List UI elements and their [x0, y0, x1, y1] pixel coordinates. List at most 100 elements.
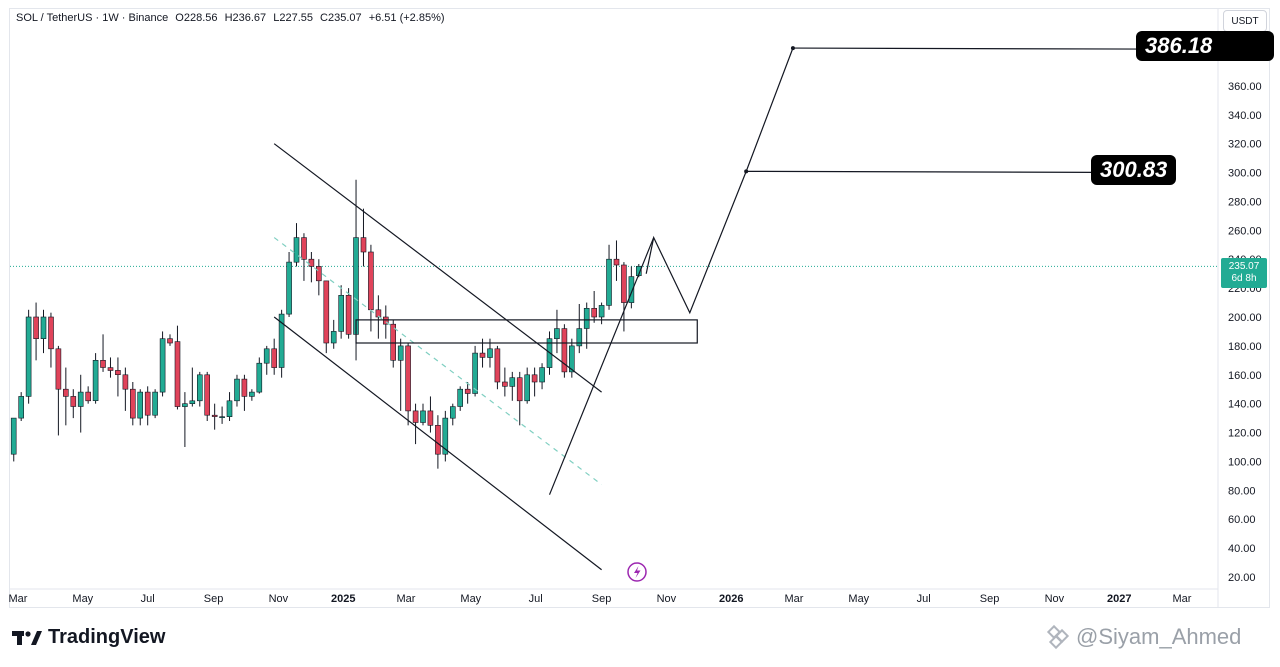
candle-down[interactable] [375, 309, 382, 318]
candle-down[interactable] [174, 341, 181, 407]
candle-up[interactable] [583, 307, 590, 329]
candle-up[interactable] [397, 345, 404, 361]
candle-up[interactable] [92, 359, 99, 401]
y-tick-label: 80.00 [1228, 485, 1256, 497]
candle-down[interactable] [502, 381, 508, 387]
candle-up[interactable] [338, 294, 345, 332]
candle-up[interactable] [449, 406, 456, 419]
candle-down[interactable] [48, 316, 54, 350]
candle-down[interactable] [122, 374, 129, 390]
candle-up[interactable] [509, 377, 516, 387]
candle-up[interactable] [226, 400, 233, 417]
candle-down[interactable] [315, 266, 322, 282]
candle-down[interactable] [479, 352, 486, 358]
candle-down[interactable] [211, 414, 218, 417]
candle-down[interactable] [55, 348, 62, 390]
candle-down[interactable] [70, 396, 77, 407]
support-trendline[interactable] [548, 237, 655, 495]
candle-down[interactable] [382, 316, 389, 325]
candle-down[interactable] [115, 370, 121, 375]
target-line-1[interactable] [746, 170, 1096, 173]
candle-down[interactable] [621, 264, 627, 303]
candle-up[interactable] [263, 348, 270, 364]
candle-up[interactable] [539, 367, 545, 383]
candle-up[interactable] [286, 261, 292, 315]
candle-down[interactable] [613, 258, 620, 266]
candle-down[interactable] [360, 237, 367, 253]
candle-down[interactable] [204, 374, 210, 416]
candle-up[interactable] [152, 391, 158, 416]
candle-down[interactable] [130, 388, 136, 419]
candle-down[interactable] [494, 348, 501, 383]
candle-up[interactable] [442, 417, 449, 455]
candle-up[interactable] [219, 416, 225, 419]
candle-up[interactable] [25, 316, 32, 397]
candle-down[interactable] [531, 374, 538, 383]
candle-down[interactable] [144, 391, 151, 416]
candle-up[interactable] [256, 362, 263, 393]
candle-down[interactable] [323, 280, 330, 344]
candle-up[interactable] [420, 410, 426, 423]
x-tick-label: Mar [397, 593, 416, 605]
candle-down[interactable] [271, 348, 278, 368]
candle-down[interactable] [368, 251, 374, 311]
candle-down[interactable] [427, 410, 434, 426]
channel-upper-line[interactable] [273, 143, 602, 393]
candle-up[interactable] [137, 391, 143, 419]
candle-down[interactable] [301, 237, 307, 260]
candle-up[interactable] [628, 276, 635, 303]
projection-path[interactable] [645, 47, 794, 315]
channel-mid-line[interactable] [273, 237, 602, 486]
candle-up[interactable] [249, 391, 255, 397]
candle-down[interactable] [241, 378, 248, 397]
candle-up[interactable] [487, 348, 493, 358]
candle-up[interactable] [197, 374, 203, 402]
candle-up[interactable] [293, 237, 300, 263]
candle-up[interactable] [10, 417, 17, 455]
symbol-name[interactable]: SOL / TetherUS · 1W · Binance [16, 12, 169, 24]
currency-button[interactable]: USDT [1223, 10, 1267, 32]
candle-down[interactable] [390, 323, 397, 361]
candle-up[interactable] [598, 305, 605, 318]
channel-lower-line[interactable] [273, 316, 602, 571]
candle-down[interactable] [591, 307, 598, 318]
candle-up[interactable] [189, 400, 196, 404]
candle-up[interactable] [524, 374, 531, 402]
candle-up[interactable] [159, 338, 166, 393]
candle-down[interactable] [85, 391, 91, 402]
candle-down[interactable] [107, 367, 114, 371]
tradingview-logo[interactable]: TradingView [12, 626, 165, 649]
candle-up[interactable] [182, 403, 188, 407]
target-label-1[interactable]: 300.83 [1091, 155, 1177, 185]
candle-up[interactable] [457, 388, 464, 407]
y-tick-label: 340.00 [1228, 110, 1262, 122]
candle-up[interactable] [77, 391, 84, 407]
candle-up[interactable] [330, 331, 337, 344]
candle-down[interactable] [435, 424, 441, 455]
candle-down[interactable] [62, 388, 69, 397]
candle-down[interactable] [561, 328, 568, 373]
candle-up[interactable] [234, 378, 240, 402]
candle-up[interactable] [568, 345, 575, 373]
candle-up[interactable] [554, 328, 560, 340]
candle-down[interactable] [308, 258, 315, 267]
candle-down[interactable] [167, 338, 173, 344]
candle-down[interactable] [464, 388, 471, 394]
target-line-2[interactable] [792, 47, 1141, 50]
candle-up[interactable] [606, 258, 612, 306]
candle-down[interactable] [412, 410, 419, 423]
candle-up[interactable] [40, 316, 47, 340]
candle-up[interactable] [278, 313, 285, 368]
candle-down[interactable] [33, 316, 39, 340]
demand-zone[interactable] [355, 319, 698, 344]
candle-down[interactable] [516, 377, 523, 402]
candle-up[interactable] [18, 396, 25, 419]
candle-up[interactable] [576, 328, 583, 347]
target-label-2[interactable]: 386.18 [1136, 31, 1274, 61]
lightning-icon[interactable] [627, 562, 647, 582]
candle-down[interactable] [405, 345, 411, 412]
candle-down[interactable] [100, 359, 106, 368]
candle-up[interactable] [472, 352, 478, 394]
candle-down[interactable] [345, 294, 352, 335]
